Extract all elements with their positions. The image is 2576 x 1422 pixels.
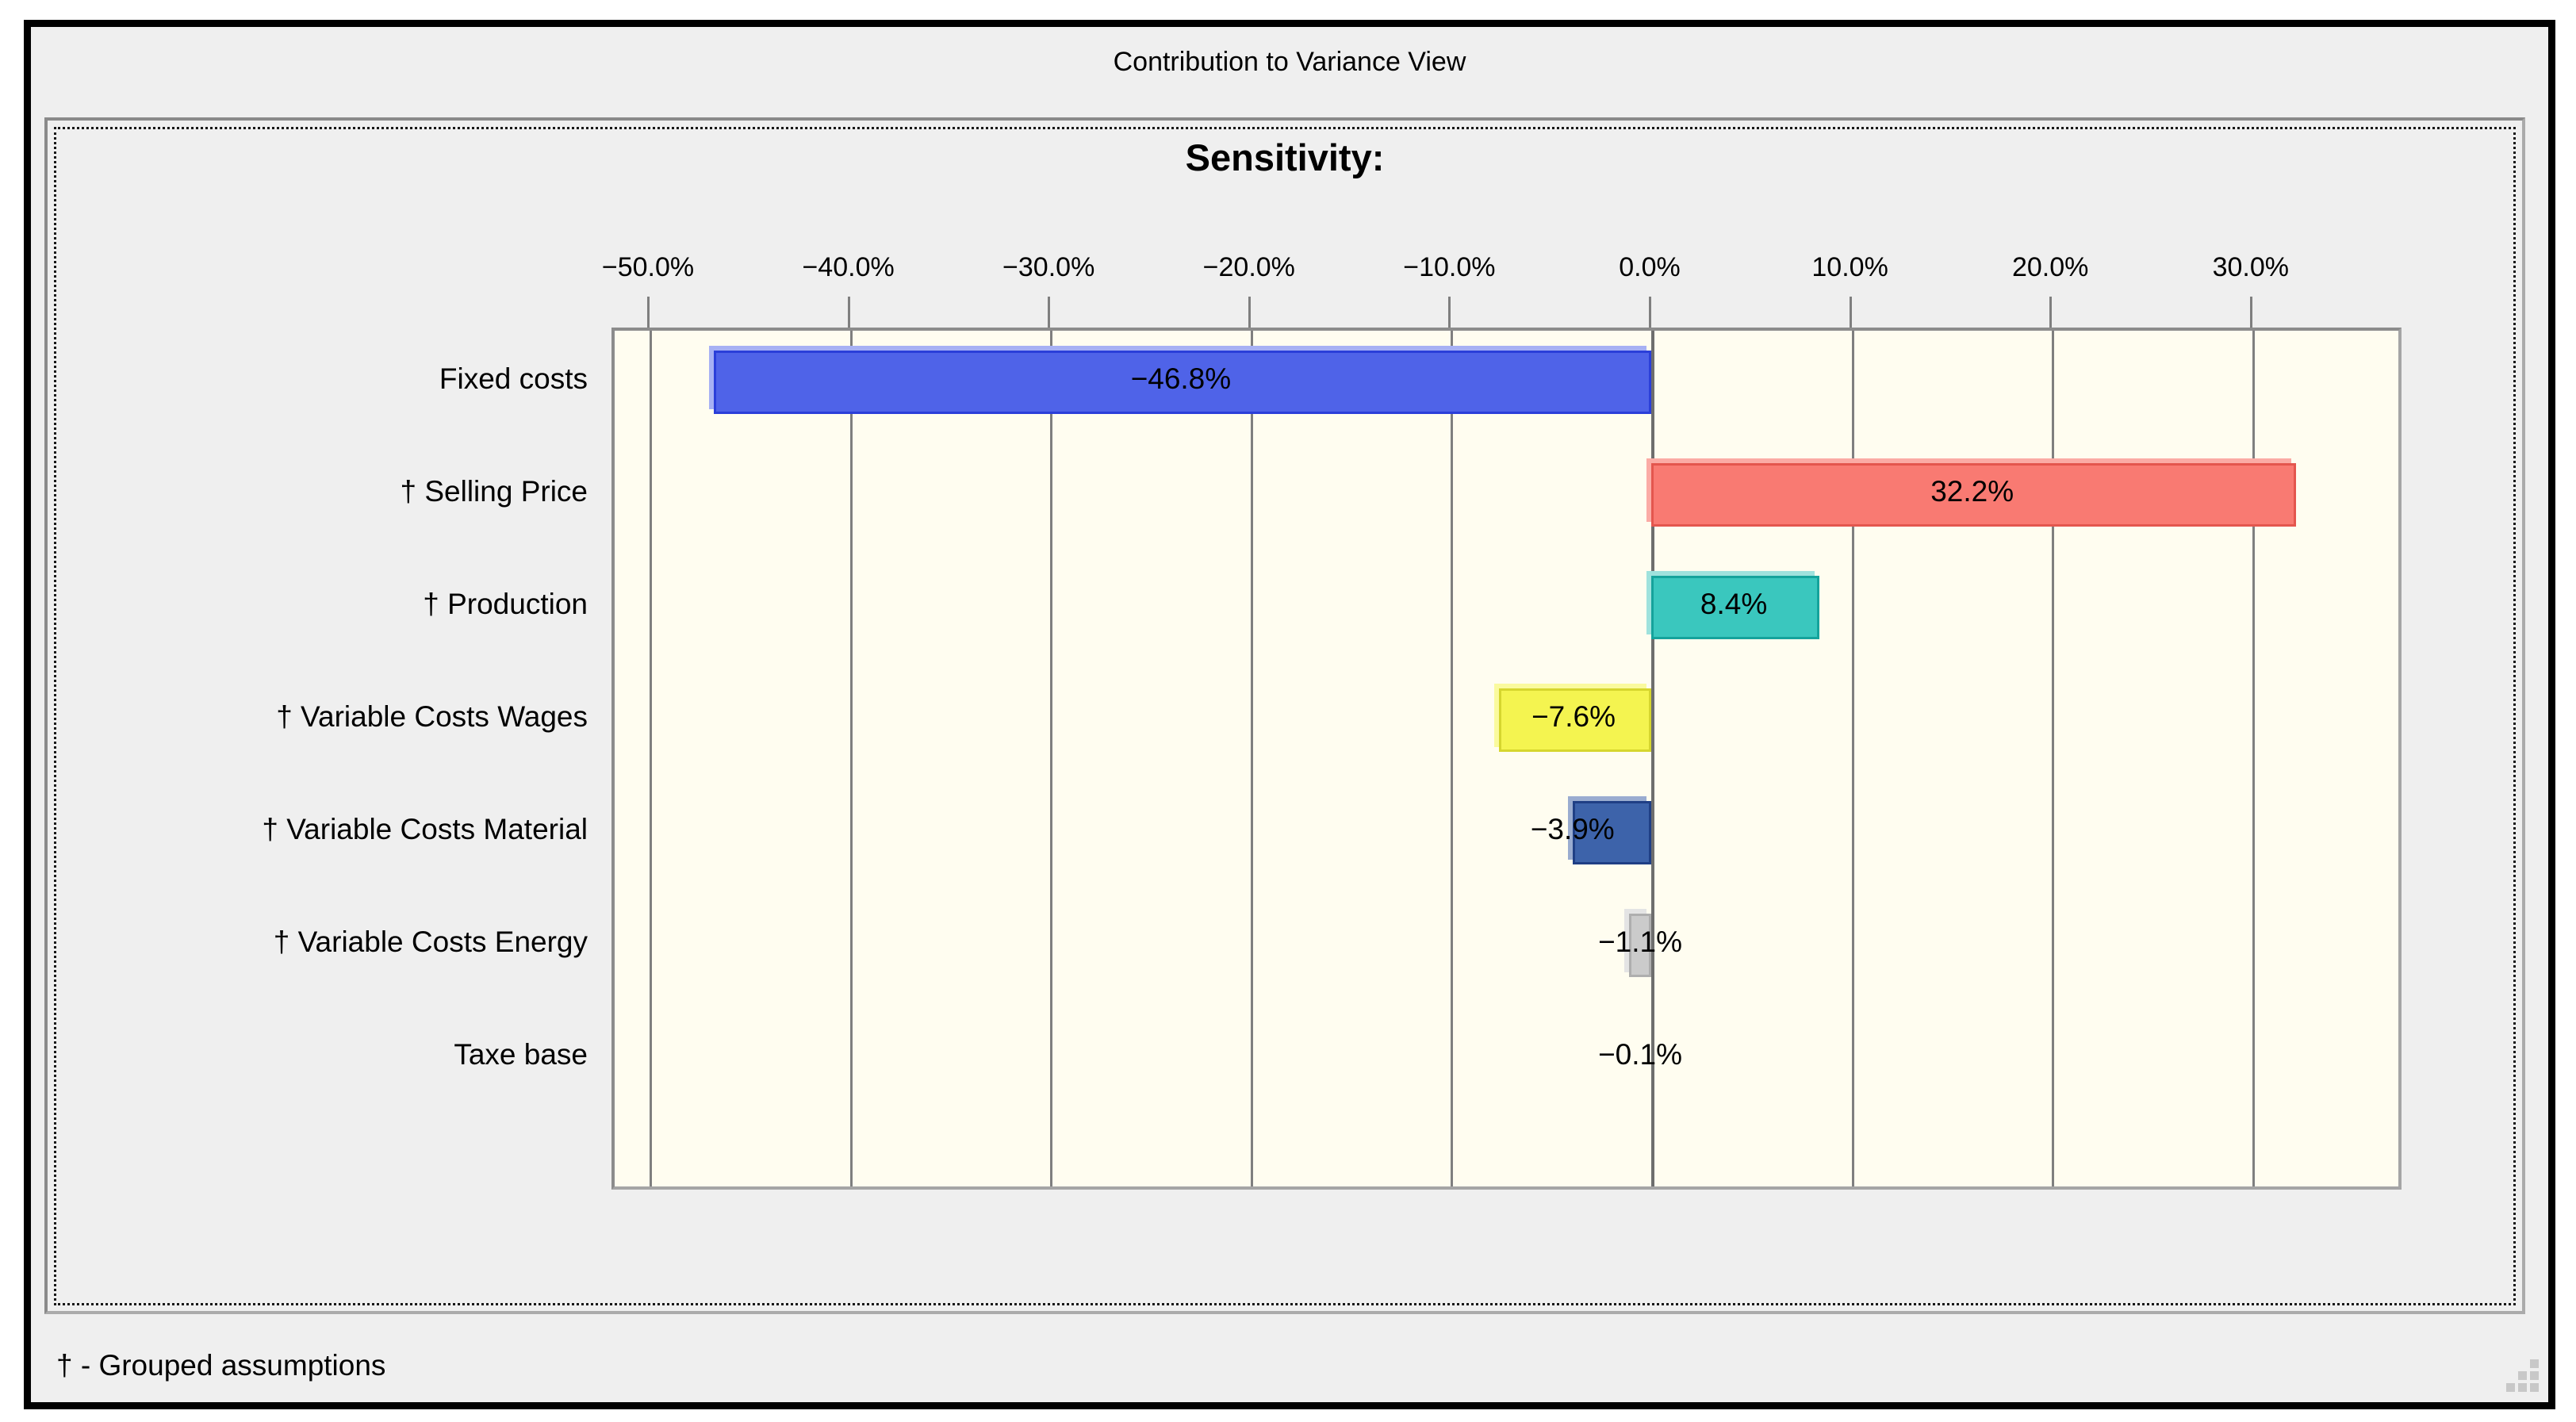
- category-label-variable-costs-material: † Variable Costs Material: [262, 813, 588, 845]
- axis-tick-label: −30.0%: [1002, 252, 1095, 282]
- category-label-fixed-costs: Fixed costs: [439, 362, 588, 395]
- gridline: [650, 331, 652, 1186]
- value-label-fixed-costs: −46.8%: [1130, 362, 1232, 395]
- axis-tick-label: −20.0%: [1202, 252, 1295, 282]
- gridline: [2052, 331, 2055, 1186]
- zero-gridline: [1651, 331, 1654, 1186]
- axis-tick: [2049, 297, 2053, 328]
- axis-tick: [1448, 297, 1451, 328]
- grouped-assumptions-footnote: † - Grouped assumptions: [56, 1349, 386, 1382]
- value-label-taxe-base: −0.1%: [1598, 1038, 1682, 1071]
- axis-tick-label: −50.0%: [601, 252, 695, 282]
- gridline: [1050, 331, 1053, 1186]
- gridline: [1250, 331, 1253, 1186]
- bar-variable-costs-material: [1573, 801, 1651, 864]
- axis-tick: [647, 297, 650, 328]
- axis-tick-label: 0.0%: [1619, 252, 1681, 282]
- chart-selection-border[interactable]: [54, 127, 2516, 1305]
- grip-dot: [2506, 1383, 2515, 1392]
- value-label-selling-price: 32.2%: [1930, 475, 2014, 508]
- bar-variable-costs-wages: [1499, 688, 1651, 752]
- axis-tick-label: 30.0%: [2212, 252, 2289, 282]
- grip-dot: [2530, 1383, 2539, 1392]
- value-label-production: 8.4%: [1700, 588, 1768, 620]
- value-label-variable-costs-wages: −7.6%: [1531, 700, 1616, 733]
- plot-area: [611, 328, 2402, 1190]
- bar-fixed-costs: [713, 351, 1651, 414]
- axis-tick: [1849, 297, 1852, 328]
- axis-tick: [1048, 297, 1051, 328]
- axis-tick: [1248, 297, 1251, 328]
- gridline: [2252, 331, 2255, 1186]
- category-label-variable-costs-energy: † Variable Costs Energy: [273, 926, 588, 958]
- window-title: Contribution to Variance View: [1113, 47, 1466, 77]
- axis-tick: [2249, 297, 2252, 328]
- grip-dot: [2518, 1383, 2527, 1392]
- bar-production: [1651, 576, 1820, 639]
- axis-tick: [1649, 297, 1651, 328]
- grip-dot: [2530, 1371, 2539, 1380]
- value-label-variable-costs-energy: −1.1%: [1598, 926, 1682, 958]
- chart-title: Sensitivity:: [1185, 136, 1385, 178]
- value-label-variable-costs-material: −3.9%: [1530, 813, 1615, 845]
- resize-grip-icon[interactable]: [2506, 1359, 2547, 1401]
- category-label-taxe-base: Taxe base: [454, 1038, 588, 1071]
- gridline: [1851, 331, 1854, 1186]
- axis-tick: [847, 297, 850, 328]
- axis-tick-label: 10.0%: [1811, 252, 1888, 282]
- gridline: [849, 331, 853, 1186]
- grip-dot: [2530, 1359, 2539, 1368]
- axis-tick-label: −10.0%: [1403, 252, 1496, 282]
- grip-dot: [2518, 1371, 2527, 1380]
- category-label-selling-price: † Selling Price: [400, 475, 588, 508]
- gridline: [1451, 331, 1454, 1186]
- axis-tick-label: −40.0%: [802, 252, 895, 282]
- category-label-variable-costs-wages: † Variable Costs Wages: [276, 700, 588, 733]
- bar-variable-costs-energy: [1629, 914, 1651, 977]
- category-label-production: † Production: [423, 588, 588, 620]
- bar-selling-price: [1651, 463, 2297, 527]
- axis-tick-label: 20.0%: [2011, 252, 2089, 282]
